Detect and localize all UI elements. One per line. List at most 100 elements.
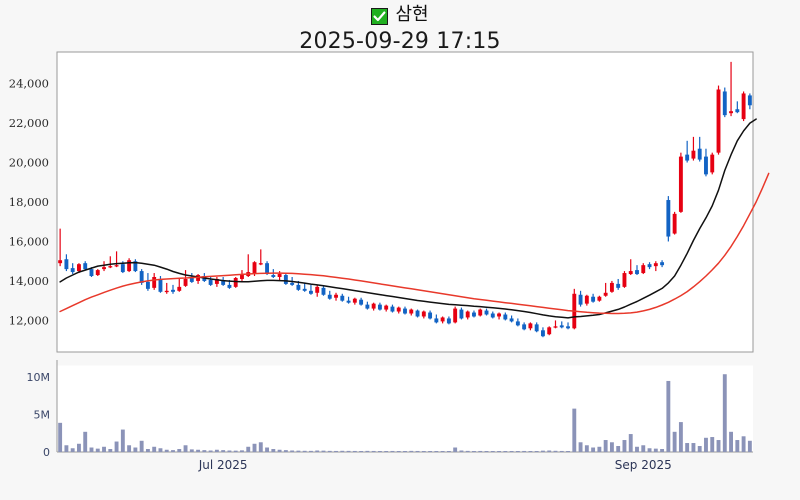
volume-bar (327, 450, 332, 452)
volume-bar (497, 451, 501, 452)
volume-bar (428, 451, 433, 452)
candle-body (478, 309, 483, 316)
chart-title-row: 삼현 (0, 2, 800, 28)
volume-bar (572, 408, 577, 452)
candle-body (509, 318, 514, 322)
candle-body (133, 261, 138, 272)
volume-bar (622, 440, 627, 452)
volume-axis-tick: 10M (27, 371, 51, 384)
volume-bar (547, 450, 552, 452)
price-axis-tick: 14,000 (9, 274, 49, 288)
candle-body (528, 323, 533, 329)
volume-bar (678, 422, 683, 452)
candle-body (346, 300, 351, 303)
candle-body (95, 270, 100, 276)
volume-bar (453, 447, 458, 452)
volume-bar (541, 450, 545, 452)
candle-body (64, 259, 69, 270)
volume-bar (478, 450, 483, 452)
volume-bar (528, 451, 533, 452)
candle-body (472, 312, 476, 317)
x-axis-tick: Sep 2025 (615, 458, 672, 472)
candle-body (365, 304, 370, 309)
volume-bar (95, 448, 100, 452)
volume-bar (208, 450, 213, 452)
volume-bar (434, 451, 439, 452)
volume-bar (309, 450, 313, 452)
volume-bar (246, 446, 251, 452)
candle-body (127, 260, 132, 272)
candle-body (152, 277, 157, 288)
candle-body (704, 156, 708, 175)
moving-average-line (59, 118, 757, 319)
volume-bar (296, 450, 301, 452)
volume-bar (359, 451, 364, 452)
price-panel (56, 51, 770, 353)
candle-body (340, 295, 345, 301)
candle-body (722, 91, 727, 116)
candle-body (77, 264, 81, 272)
volume-bar (240, 450, 244, 452)
candle-body (446, 318, 451, 324)
candle-body (434, 318, 439, 323)
moving-average-line (59, 172, 770, 315)
candle-body (290, 282, 295, 285)
volume-bar (741, 436, 746, 452)
candle-body (177, 286, 182, 291)
price-axis-tick: 24,000 (9, 77, 49, 91)
volume-bar (578, 442, 583, 452)
volume-bar (653, 448, 658, 452)
chart-timestamp-row: 2025-09-29 17:15 (0, 26, 800, 56)
volume-bar (290, 450, 295, 452)
volume-bar (459, 450, 464, 452)
volume-bar (133, 447, 138, 452)
candle-body (566, 326, 570, 329)
volume-bar (252, 443, 257, 452)
candle-body (747, 95, 752, 106)
candle-body (484, 310, 489, 315)
candle-body (522, 324, 527, 330)
volume-bar (334, 450, 338, 452)
volume-bar (315, 450, 320, 452)
candle-body (89, 269, 94, 277)
volume-bar (522, 450, 527, 452)
candle-body (584, 295, 589, 304)
volume-bar (591, 447, 596, 452)
candle-body (465, 311, 470, 318)
volume-bar (365, 450, 370, 452)
volume-bar (415, 450, 420, 452)
candle-body (421, 311, 426, 317)
volume-bar (747, 440, 752, 452)
volume-bar (503, 451, 508, 452)
volume-bar (177, 449, 182, 452)
candle-body (321, 287, 326, 295)
volume-bar (465, 450, 470, 452)
volume-bar (89, 447, 94, 452)
candle-body (534, 324, 539, 332)
volume-bar (352, 450, 357, 452)
volume-bar (534, 451, 539, 452)
candle-body (258, 263, 263, 265)
volume-bar (446, 451, 451, 452)
candle-body (415, 310, 420, 317)
candle-body (641, 265, 646, 274)
volume-bar (409, 450, 414, 452)
candle-body (403, 308, 407, 314)
volume-axis-tick: 5M (34, 409, 51, 422)
candle-body (240, 275, 244, 279)
volume-bar (371, 450, 376, 452)
candle-body (227, 284, 232, 288)
price-axis-tick: 18,000 (9, 195, 49, 209)
volume-bar (403, 451, 407, 452)
candle-body (302, 288, 307, 291)
volume-bar (490, 451, 495, 452)
candle-body (252, 262, 257, 274)
candle-body (497, 313, 501, 317)
volume-bar (233, 450, 238, 452)
volume-bar (421, 451, 426, 452)
volume-bar (58, 422, 63, 452)
volume-bar (729, 431, 733, 452)
volume-axis-tick: 0 (43, 446, 50, 459)
candle-body (515, 321, 520, 326)
candle-body (691, 150, 696, 159)
